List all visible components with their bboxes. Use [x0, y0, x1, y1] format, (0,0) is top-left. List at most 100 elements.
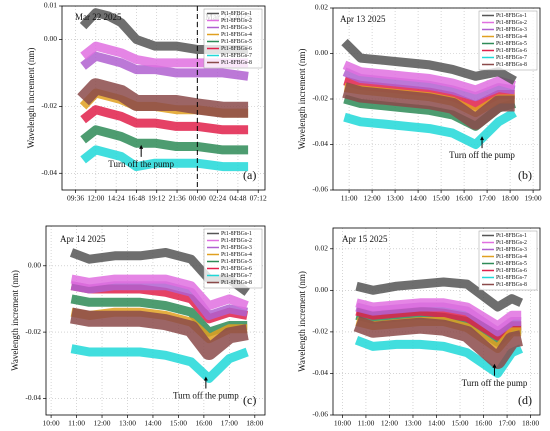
x-tick-label: 17:00 [479, 194, 496, 203]
y-tick-label: -0.04 [312, 368, 328, 377]
series-line [70, 344, 249, 383]
x-tick-label: 21:36 [168, 194, 185, 203]
x-tick-label: 15:00 [451, 419, 468, 428]
panel-label: (a) [243, 168, 256, 182]
date-label: Mar 22 2025 [75, 12, 122, 22]
x-tick-label: 10:00 [334, 419, 351, 428]
x-tick-label: 00:00 [189, 194, 206, 203]
x-tick-label: 11:00 [358, 419, 375, 428]
annotation-text: Turn off the pump [449, 150, 515, 160]
arrow-head [480, 136, 485, 141]
x-tick-label: 12:00 [381, 419, 398, 428]
series-line [80, 105, 249, 135]
legend-label: Pt1-8FBGs-1 [221, 231, 252, 237]
x-tick-label: 10:00 [43, 419, 60, 428]
x-tick-label: 11:00 [341, 194, 358, 203]
series-line [70, 274, 249, 311]
y-tick-label: -0.04 [312, 139, 328, 148]
y-tick-label: 0.00 [315, 285, 328, 294]
legend-box [478, 230, 538, 291]
legend-label: Pt1-8FBGs-3 [221, 245, 252, 251]
x-tick-label: 19:12 [148, 194, 165, 203]
arrow-head [492, 363, 497, 368]
series-line [343, 108, 517, 149]
x-tick-label: 14:24 [108, 194, 125, 203]
arrow-head [203, 376, 208, 381]
legend-label: Pt1-8FBGs-5 [221, 39, 252, 45]
y-axis-label: Wavelength increment (nm) [297, 49, 307, 150]
series-line [80, 51, 249, 81]
legend-label: Pt1-8FBGs-4 [221, 32, 252, 38]
legend-label: Pt1-8FBGs-2 [496, 20, 527, 26]
x-tick-label: 04:48 [229, 194, 246, 203]
x-tick-label: 14:00 [144, 419, 161, 428]
legend-label: Pt1-8FBGs-8 [496, 62, 527, 68]
x-tick-label: 12:00 [364, 194, 381, 203]
x-tick-label: 17:00 [499, 419, 516, 428]
y-tick-label: 0.02 [315, 3, 328, 12]
x-tick-label: 15:00 [433, 194, 450, 203]
annotation-text: Turn off the pump [108, 159, 174, 169]
y-tick-label: -0.02 [25, 327, 41, 336]
series-line [353, 316, 523, 369]
series-line [80, 125, 249, 155]
panel: -0.06 -0.04 -0.02 0.00 0.02 10:00 11:00 12:00 13… [297, 227, 541, 428]
x-tick-label: 12:00 [93, 419, 110, 428]
x-tick-label: 14:00 [428, 419, 445, 428]
x-tick-label: 18:00 [246, 419, 263, 428]
data-layer [77, 8, 249, 172]
x-tick-label: 17:00 [221, 419, 238, 428]
x-tick-label: 07:12 [250, 194, 267, 203]
series-line [342, 67, 516, 102]
date-label: Apr 13 2025 [340, 14, 386, 24]
panel: -0.06 -0.04 -0.02 0.00 0.02 11:00 12:00 13:00 14… [297, 3, 542, 203]
series-line [77, 78, 249, 118]
series-line [342, 60, 516, 95]
series-line [355, 298, 522, 331]
series-line [80, 145, 249, 172]
legend-label: Pt1-8FBGs-5 [496, 41, 527, 47]
legend-label: Pt1-8FBGs-8 [496, 282, 527, 288]
y-axis-label: Wavelength increment (nm) [297, 271, 307, 372]
series-line [70, 281, 249, 320]
x-tick-label: 11:00 [68, 419, 85, 428]
legend-label: Pt1-8FBGs-1 [496, 13, 527, 19]
y-tick-label: -0.02 [312, 94, 328, 103]
x-tick-label: 12:00 [87, 194, 104, 203]
plot-frame [332, 7, 541, 191]
series-line [342, 82, 515, 130]
y-tick-label: -0.04 [25, 393, 41, 402]
legend-box [478, 10, 538, 71]
plot-frame [61, 5, 266, 191]
y-axis-label: Wavelength increment (nm) [10, 270, 20, 371]
panel-label: (b) [518, 168, 532, 182]
panel: -0.04 -0.02 0.00 0.01 09:36 12:00 14:24 16:48 19… [26, 1, 267, 203]
legend-label: Pt1-8FBGs-6 [221, 46, 252, 52]
y-tick-label: 0.01 [44, 1, 57, 10]
y-tick-label: -0.04 [41, 168, 57, 177]
x-tick-label: 16:00 [195, 419, 212, 428]
y-tick-label: 0.00 [28, 261, 41, 270]
legend-label: Pt1-8FBGs-6 [496, 48, 527, 54]
data-layer [69, 248, 250, 383]
x-tick-label: 16:48 [128, 194, 145, 203]
legend-label: Pt1-8FBGs-3 [496, 27, 527, 33]
legend-label: Pt1-8FBGs-8 [221, 280, 252, 286]
data-layer [353, 277, 524, 378]
y-tick-label: 0.00 [315, 48, 328, 57]
legend-label: Pt1-8FBGs-3 [496, 247, 527, 253]
y-tick-label: 0.02 [315, 243, 328, 252]
series-line [355, 277, 524, 312]
series-line [341, 38, 517, 85]
x-tick-label: 19:00 [525, 194, 542, 203]
plot-frame [332, 227, 541, 416]
plot-frame [45, 225, 266, 416]
x-tick-label: 02:24 [209, 194, 226, 203]
date-label: Apr 15 2025 [342, 234, 388, 244]
x-tick-label: 16:00 [456, 194, 473, 203]
legend-label: Pt1-8FBGs-2 [221, 18, 252, 24]
panel: -0.04 -0.02 0.00 10:00 11:00 12:00 13:00 14:00 1… [10, 225, 266, 428]
y-axis-label: Wavelength increment (nm) [26, 48, 36, 149]
y-tick-label: -0.06 [312, 185, 328, 194]
